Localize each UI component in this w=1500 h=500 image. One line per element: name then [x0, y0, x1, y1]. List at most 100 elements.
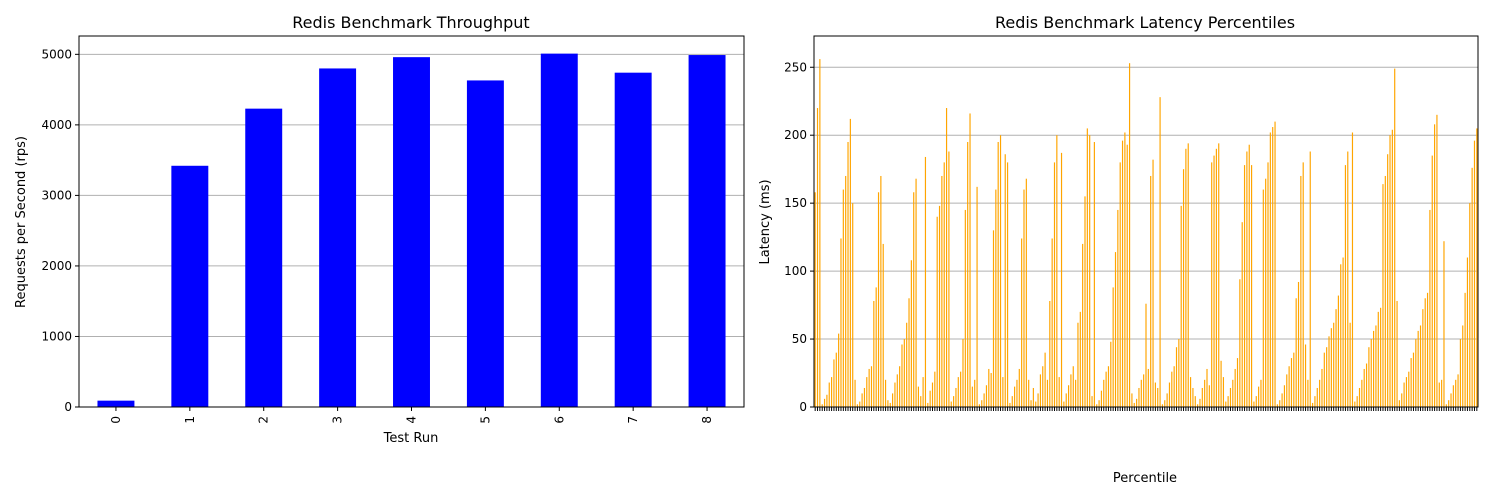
latency-bar [1002, 377, 1004, 407]
latency-bar [1070, 374, 1072, 407]
latency-bar [945, 108, 948, 408]
latency-bar [920, 396, 922, 407]
throughput-x-tick-label: 3 [331, 416, 345, 424]
latency-bar [1075, 379, 1077, 407]
latency-bar [1098, 400, 1100, 407]
latency-bar [1243, 165, 1246, 407]
latency-bar [828, 382, 830, 407]
latency-bar [873, 301, 875, 407]
latency-bar [1086, 128, 1088, 407]
latency-bar [1236, 358, 1239, 407]
latency-bar [1234, 368, 1236, 407]
latency-bar [1295, 298, 1297, 407]
latency-bar [910, 260, 912, 407]
latency-y-tick-label: 50 [792, 332, 807, 346]
latency-bar [1328, 336, 1330, 407]
latency-bar [997, 142, 999, 407]
latency-bar [1100, 390, 1103, 407]
latency-bar [1431, 155, 1433, 407]
latency-bar [1419, 325, 1422, 407]
latency-bar [903, 339, 905, 407]
latency-bar [1232, 379, 1234, 407]
latency-bar [1455, 379, 1457, 407]
latency-bar [1335, 309, 1337, 407]
throughput-bar [171, 165, 209, 407]
latency-bar [1450, 393, 1452, 407]
throughput-chart: Redis Benchmark Throughput 0 1000 2000 3000… [14, 13, 745, 446]
latency-bar [941, 175, 943, 407]
latency-bar [917, 386, 919, 407]
latency-bar [1380, 307, 1382, 407]
latency-bar [1351, 132, 1354, 407]
latency-bar [1260, 379, 1262, 407]
latency-bar [964, 209, 966, 407]
latency-bar [1387, 154, 1389, 407]
latency-bar [1438, 382, 1440, 407]
latency-bar [868, 368, 870, 407]
latency-x-axis-label: Percentile [1113, 471, 1177, 486]
latency-bar [1276, 404, 1278, 407]
latency-bar [1473, 140, 1476, 407]
throughput-bar [319, 68, 357, 407]
latency-bar [1377, 311, 1379, 407]
latency-bar [1211, 162, 1213, 407]
latency-bar [1401, 393, 1403, 407]
latency-bar [1229, 387, 1232, 407]
latency-bar [990, 373, 992, 407]
latency-bar [1077, 322, 1079, 407]
latency-bar [1161, 404, 1164, 407]
latency-bar [901, 344, 903, 407]
latency-chart-title: Redis Benchmark Latency Percentiles [995, 13, 1295, 32]
latency-bar [1119, 162, 1121, 407]
latency-bar [1060, 152, 1063, 407]
latency-bar [938, 205, 941, 407]
latency-bar [1220, 360, 1222, 407]
throughput-y-tick-label: 4000 [41, 118, 72, 132]
throughput-bar [688, 55, 726, 407]
latency-bar [1398, 400, 1400, 407]
latency-bar [999, 135, 1002, 407]
latency-bar [1107, 366, 1110, 407]
latency-bar [922, 377, 924, 407]
latency-bar [927, 402, 929, 407]
latency-bar [1138, 387, 1140, 407]
latency-bar [1464, 292, 1466, 407]
latency-bar [1053, 162, 1056, 407]
latency-bar [852, 203, 854, 407]
latency-bar [1279, 400, 1281, 407]
latency-bar [1319, 379, 1321, 407]
latency-bar [1375, 325, 1377, 407]
latency-bar [1448, 400, 1450, 407]
latency-bar [1403, 382, 1405, 407]
latency-bar [1304, 344, 1307, 407]
latency-bar [845, 175, 847, 407]
latency-bar [1023, 189, 1025, 407]
latency-bar [1215, 148, 1217, 408]
latency-bar [1239, 279, 1241, 407]
latency-bar [814, 192, 816, 407]
latency-bar [1028, 379, 1030, 407]
latency-bar [875, 287, 877, 407]
latency-bar [1222, 377, 1225, 407]
latency-bar [1133, 402, 1135, 407]
latency-bar [1063, 401, 1065, 407]
latency-bar [1248, 144, 1250, 407]
latency-bar [863, 387, 866, 407]
latency-bar [849, 118, 851, 408]
latency-bar [1072, 366, 1074, 407]
latency-bar [1208, 385, 1210, 407]
latency-bar [1079, 311, 1081, 407]
latency-bar [866, 377, 868, 407]
latency-bar [1042, 366, 1044, 407]
latency-bar [1152, 159, 1154, 407]
latency-bar [819, 59, 821, 407]
latency-bar [1476, 128, 1478, 407]
latency-bar [854, 379, 856, 407]
latency-bar [1370, 339, 1372, 407]
latency-y-tick-label: 0 [799, 400, 807, 414]
latency-bar [821, 404, 823, 407]
latency-bar [1140, 379, 1142, 407]
latency-bar [835, 352, 837, 407]
throughput-x-ticks: 0 1 2 3 4 5 6 7 8 [109, 407, 714, 424]
latency-bar [906, 322, 908, 407]
